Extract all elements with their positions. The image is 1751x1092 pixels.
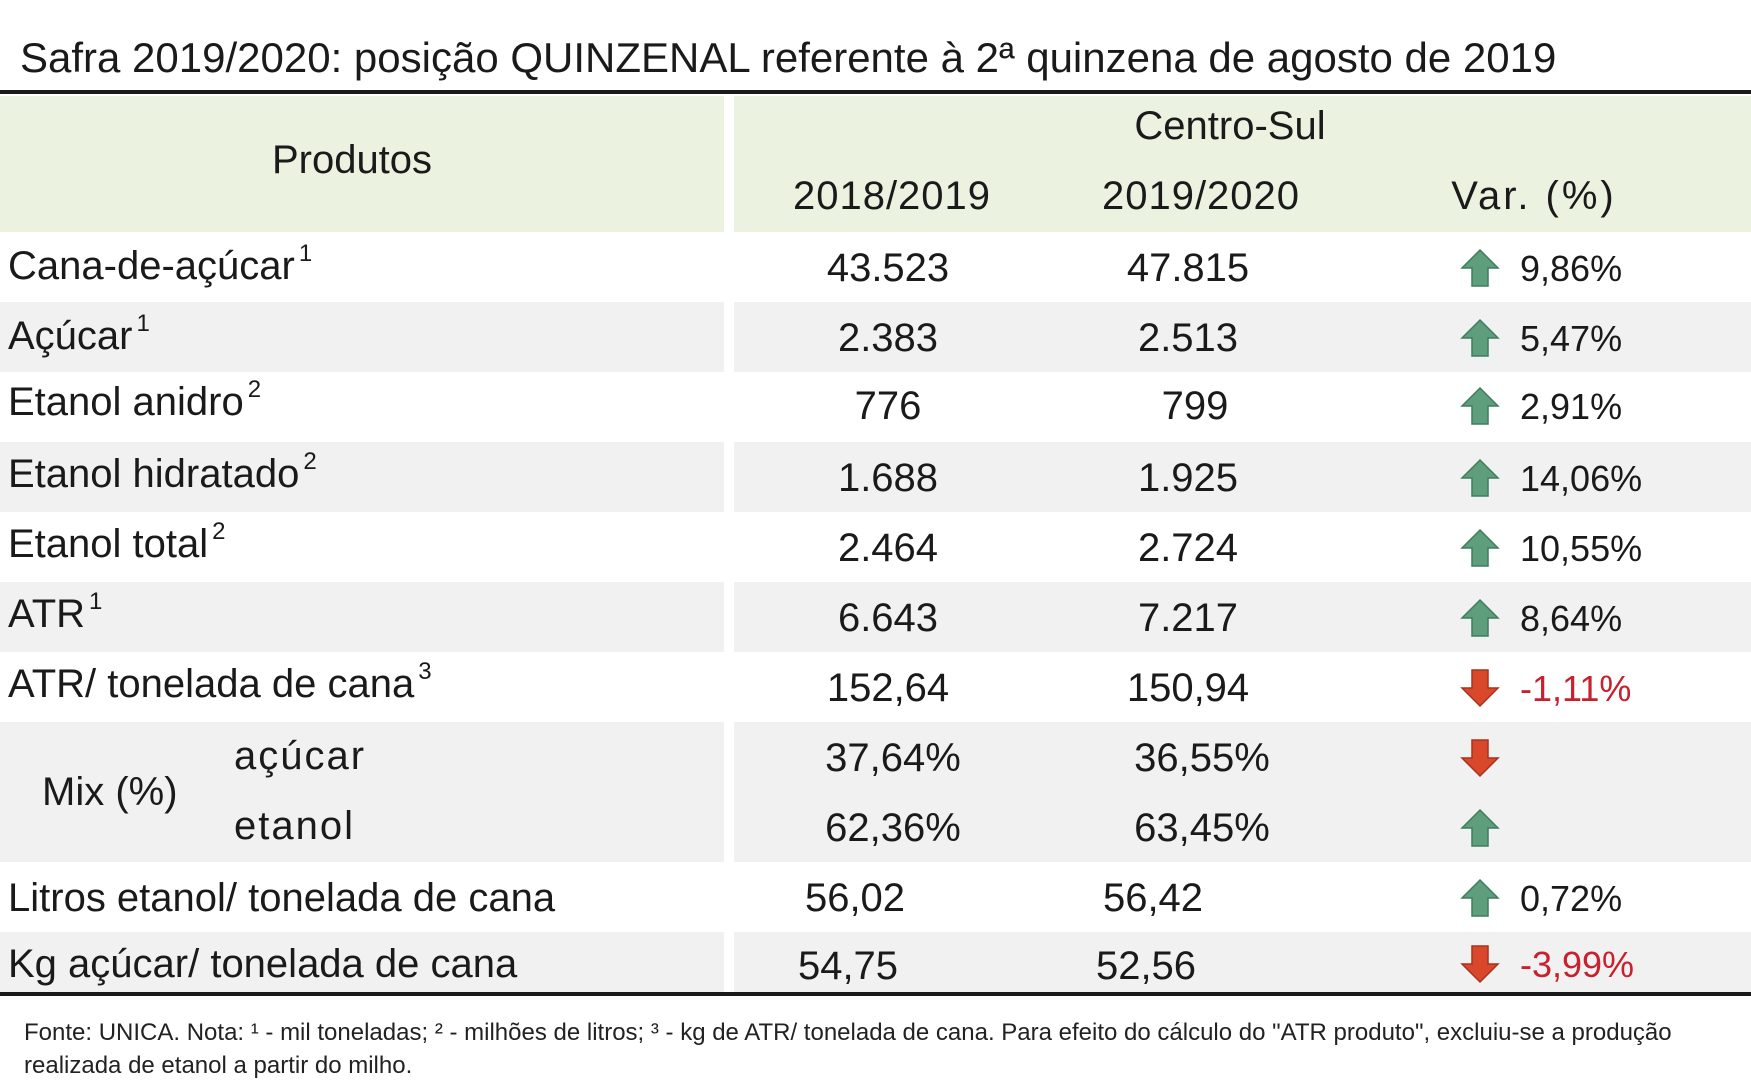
value-prev: 56,02 bbox=[804, 876, 906, 920]
value-prev: 2.383 bbox=[837, 316, 939, 360]
value-prev: 2.464 bbox=[837, 526, 939, 570]
value-var: -1,11% bbox=[1520, 668, 1632, 709]
table-row: Litros etanol/ tonelada de cana 56,02 56… bbox=[0, 862, 1751, 932]
header-col-var: Var. (%) bbox=[1451, 174, 1617, 218]
header-col-curr: 2019/2020 bbox=[1101, 174, 1301, 218]
row-label: Etanol hidratado 2 bbox=[8, 448, 317, 496]
arrow-up-icon bbox=[1460, 458, 1500, 497]
value-prev: 776 bbox=[854, 384, 922, 428]
table-row: ATR/ tonelada de cana 3 152,64 150,94 -1,… bbox=[0, 652, 1751, 722]
mix-ethanol-prev: 62,36% bbox=[825, 806, 961, 850]
arrow-up-icon bbox=[1460, 386, 1500, 425]
row-label: ATR 1 bbox=[8, 588, 103, 636]
arrow-up-icon bbox=[1460, 878, 1500, 917]
value-curr: 2.724 bbox=[1137, 526, 1239, 570]
arrow-up-icon bbox=[1460, 528, 1500, 567]
table-row: Etanol hidratado 2 1.688 1.925 14,06% bbox=[0, 442, 1751, 512]
table-row: ATR 1 6.643 7.217 8,64% bbox=[0, 582, 1751, 652]
value-curr: 1.925 bbox=[1137, 456, 1239, 500]
value-prev: 1.688 bbox=[837, 456, 939, 500]
bottom-rule bbox=[0, 992, 1751, 996]
row-label: Etanol total 2 bbox=[8, 518, 226, 566]
value-curr: 56,42 bbox=[1102, 876, 1204, 920]
arrow-up-icon bbox=[1460, 808, 1500, 847]
row-label: Etanol anidro 2 bbox=[8, 376, 262, 424]
value-var: -3,99% bbox=[1520, 944, 1635, 985]
table-row: Açúcar 1 2.383 2.513 5,47% bbox=[0, 302, 1751, 372]
value-curr: 150,94 bbox=[1126, 666, 1250, 710]
mix-sugar-prev: 37,64% bbox=[825, 736, 961, 780]
header-region: Centro-Sul bbox=[1134, 104, 1326, 148]
value-curr: 47.815 bbox=[1126, 246, 1250, 290]
value-var: 2,91% bbox=[1520, 386, 1623, 427]
row-label: Litros etanol/ tonelada de cana bbox=[8, 876, 556, 920]
top-rule bbox=[0, 90, 1751, 94]
value-curr: 799 bbox=[1161, 384, 1229, 428]
arrow-up-icon bbox=[1460, 598, 1500, 637]
header-col-prev: 2018/2019 bbox=[792, 174, 992, 218]
value-var: 0,72% bbox=[1520, 878, 1623, 919]
mix-sugar-label: açúcar bbox=[234, 734, 367, 778]
arrow-up-icon bbox=[1460, 318, 1500, 357]
mix-ethanol-curr: 63,45% bbox=[1134, 806, 1270, 850]
table-row: Etanol anidro 2 776 799 2,91% bbox=[0, 372, 1751, 442]
mix-ethanol-label: etanol bbox=[234, 804, 355, 848]
value-prev: 54,75 bbox=[797, 944, 899, 988]
row-label: Kg açúcar/ tonelada de cana bbox=[8, 942, 518, 986]
row-label: Cana-de-açúcar 1 bbox=[8, 240, 313, 288]
value-curr: 2.513 bbox=[1137, 316, 1239, 360]
row-label: Açúcar 1 bbox=[8, 310, 150, 358]
table-row: Etanol total 2 2.464 2.724 10,55% bbox=[0, 512, 1751, 582]
footnote: Fonte: UNICA. Nota: ¹ - mil toneladas; ²… bbox=[24, 1019, 1672, 1079]
header-products: Produtos bbox=[271, 138, 433, 182]
value-prev: 6.643 bbox=[837, 596, 939, 640]
header-products-cell: Produtos bbox=[0, 96, 724, 232]
value-prev: 43.523 bbox=[826, 246, 950, 290]
value-curr: 7.217 bbox=[1137, 596, 1239, 640]
value-prev: 152,64 bbox=[826, 666, 950, 710]
arrow-up-icon bbox=[1460, 248, 1500, 287]
value-var: 9,86% bbox=[1520, 248, 1623, 289]
row-label: ATR/ tonelada de cana 3 bbox=[8, 658, 432, 706]
table-title: Safra 2019/2020: posição QUINZENAL refer… bbox=[20, 34, 1557, 81]
arrow-down-icon bbox=[1460, 739, 1500, 778]
table-row: Kg açúcar/ tonelada de cana 54,75 52,56 … bbox=[0, 932, 1751, 992]
mix-sugar-curr: 36,55% bbox=[1134, 736, 1270, 780]
value-var: 10,55% bbox=[1520, 528, 1643, 569]
value-var: 5,47% bbox=[1520, 318, 1623, 359]
arrow-down-icon bbox=[1460, 945, 1500, 984]
mix-label: Mix (%) bbox=[42, 770, 178, 814]
value-var: 8,64% bbox=[1520, 598, 1623, 639]
header-region-cell: Centro-Sul 2018/2019 2019/2020 Var. (%) bbox=[734, 96, 1751, 232]
arrow-down-icon bbox=[1460, 669, 1500, 708]
value-curr: 52,56 bbox=[1095, 944, 1197, 988]
mix-block: Mix (%) açúcar 37,64% 36,55% etanol 62,3… bbox=[0, 722, 1751, 862]
table-row: Cana-de-açúcar 1 43.523 47.815 9,86% bbox=[0, 232, 1751, 302]
value-var: 14,06% bbox=[1520, 458, 1643, 499]
